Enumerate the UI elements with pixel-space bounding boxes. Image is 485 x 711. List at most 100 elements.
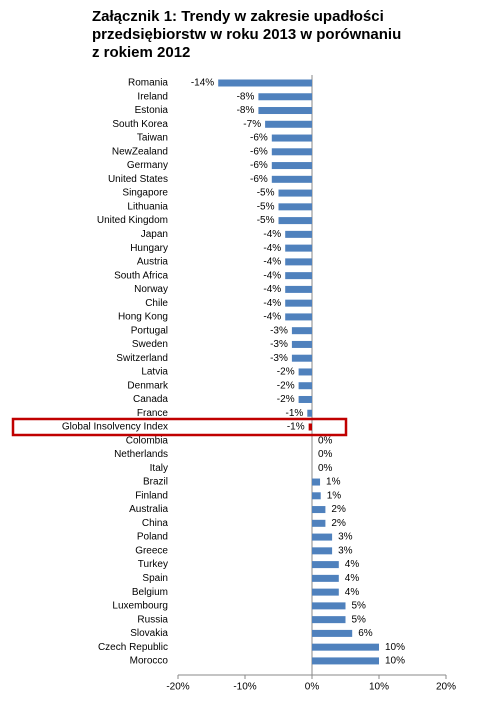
bar bbox=[285, 272, 312, 280]
value-label: -4% bbox=[263, 298, 281, 309]
value-label: -3% bbox=[270, 353, 288, 364]
bar bbox=[291, 354, 312, 362]
x-tick-label: 10% bbox=[369, 682, 389, 693]
y-tick-label: Australia bbox=[129, 504, 168, 515]
value-label: -7% bbox=[243, 119, 261, 130]
y-tick-label: United States bbox=[108, 174, 168, 185]
value-label: -4% bbox=[263, 284, 281, 295]
value-label: 4% bbox=[345, 587, 360, 598]
y-tick-label: Denmark bbox=[127, 380, 169, 391]
value-label: -3% bbox=[270, 325, 288, 336]
value-label: 1% bbox=[326, 477, 341, 488]
y-tick-label: Luxembourg bbox=[112, 601, 168, 612]
highlight-box bbox=[11, 417, 348, 437]
y-tick-label: Norway bbox=[134, 284, 168, 295]
y-tick-label: Italy bbox=[150, 463, 168, 474]
y-tick-label: Czech Republic bbox=[98, 642, 168, 653]
bar bbox=[298, 395, 312, 403]
x-tick-label: 0% bbox=[305, 682, 320, 693]
value-label: -8% bbox=[237, 105, 255, 116]
y-tick-label: Slovakia bbox=[130, 628, 168, 639]
value-label: -5% bbox=[257, 188, 275, 199]
bar bbox=[312, 574, 339, 582]
y-tick-label: Hungary bbox=[130, 243, 168, 254]
value-label: 4% bbox=[345, 573, 360, 584]
bar bbox=[285, 299, 312, 307]
value-label: 0% bbox=[318, 463, 333, 474]
y-tick-label: Latvia bbox=[141, 367, 168, 378]
value-label: -14% bbox=[191, 78, 214, 89]
value-label: -4% bbox=[263, 243, 281, 254]
value-label: -6% bbox=[250, 174, 268, 185]
bar bbox=[298, 368, 312, 376]
value-label: -6% bbox=[250, 146, 268, 157]
value-label: -4% bbox=[263, 270, 281, 281]
y-tick-label: Sweden bbox=[132, 339, 168, 350]
value-label: -2% bbox=[277, 380, 295, 391]
value-label: -6% bbox=[250, 160, 268, 171]
value-label: 5% bbox=[352, 601, 367, 612]
y-tick-label: Finland bbox=[135, 490, 168, 501]
y-tick-label: Belgium bbox=[132, 587, 168, 598]
y-tick-label: Lithuania bbox=[127, 201, 168, 212]
bar bbox=[312, 588, 339, 596]
y-tick-label: United Kingdom bbox=[97, 215, 168, 226]
y-tick-label: China bbox=[142, 518, 169, 529]
y-tick-label: Global Insolvency Index bbox=[62, 422, 168, 433]
value-label: 2% bbox=[331, 518, 346, 529]
bar bbox=[312, 616, 346, 624]
bar bbox=[312, 602, 346, 610]
y-tick-label: Switzerland bbox=[116, 353, 168, 364]
bar bbox=[258, 93, 312, 101]
y-tick-label: Singapore bbox=[122, 188, 168, 199]
y-tick-label: Hong Kong bbox=[118, 312, 168, 323]
y-tick-label: Netherlands bbox=[114, 449, 168, 460]
bar bbox=[312, 478, 321, 486]
y-tick-label: Russia bbox=[137, 614, 168, 625]
y-tick-label: France bbox=[137, 408, 169, 419]
bar bbox=[271, 148, 312, 156]
value-label: -3% bbox=[270, 339, 288, 350]
x-tick-label: -20% bbox=[166, 682, 189, 693]
x-tick-label: 20% bbox=[436, 682, 456, 693]
bar bbox=[278, 203, 312, 211]
y-tick-label: Austria bbox=[137, 257, 169, 268]
bar bbox=[271, 175, 312, 183]
bar bbox=[285, 230, 312, 238]
y-tick-label: Chile bbox=[145, 298, 168, 309]
value-label: -5% bbox=[257, 215, 275, 226]
y-tick-label: Spain bbox=[142, 573, 168, 584]
y-tick-label: Taiwan bbox=[137, 133, 168, 144]
bar bbox=[285, 244, 312, 252]
bar bbox=[278, 217, 312, 225]
y-tick-label: Ireland bbox=[137, 91, 168, 102]
bar bbox=[291, 340, 312, 348]
bar bbox=[218, 79, 312, 87]
y-tick-label: Japan bbox=[141, 229, 168, 240]
value-label: -4% bbox=[263, 229, 281, 240]
value-label: -4% bbox=[263, 312, 281, 323]
bar bbox=[265, 120, 312, 128]
bar bbox=[298, 382, 312, 390]
value-label: -1% bbox=[287, 422, 305, 433]
chart-title: Załącznik 1: Trendy w zakresie upadłości… bbox=[92, 8, 402, 61]
bar bbox=[271, 162, 312, 170]
y-tick-label: Turkey bbox=[138, 559, 168, 570]
value-label: 10% bbox=[385, 656, 405, 667]
value-label: 3% bbox=[338, 545, 353, 556]
y-tick-label: South Korea bbox=[112, 119, 168, 130]
value-label: -6% bbox=[250, 133, 268, 144]
y-tick-label: South Africa bbox=[114, 270, 168, 281]
y-tick-label: Canada bbox=[133, 394, 168, 405]
bar bbox=[312, 492, 321, 500]
value-label: 0% bbox=[318, 435, 333, 446]
value-label: 4% bbox=[345, 559, 360, 570]
value-label: 0% bbox=[318, 449, 333, 460]
x-tick-label: -10% bbox=[233, 682, 256, 693]
bar bbox=[307, 409, 312, 417]
value-label: -2% bbox=[277, 394, 295, 405]
y-tick-label: Germany bbox=[127, 160, 168, 171]
y-tick-label: Morocco bbox=[130, 656, 169, 667]
value-label: -1% bbox=[286, 408, 304, 419]
